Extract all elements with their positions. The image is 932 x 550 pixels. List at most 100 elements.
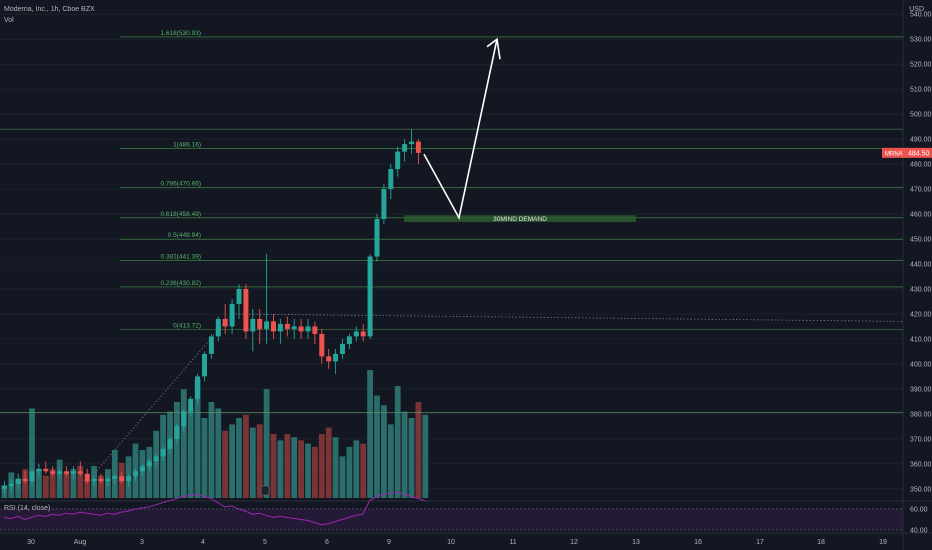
time-axis-label: 3 (140, 539, 144, 546)
volume-bar (174, 402, 180, 498)
fib-level-label: 0.786(470.66) (161, 180, 201, 187)
last-price-ticker: MRNA (885, 151, 903, 157)
volume-bar (49, 469, 56, 498)
time-axis-label: 30 (27, 539, 35, 546)
candle-body (367, 256, 373, 337)
price-tick-label: 390.00 (910, 386, 932, 393)
demand-zone-label: 30MIND DEMAND (493, 216, 547, 223)
fib-level-label: 1.618(530.93) (161, 30, 201, 37)
candle-body (360, 331, 366, 337)
candle-body (346, 336, 352, 344)
volume-bar (167, 411, 173, 498)
candle-body (8, 483, 14, 487)
volume-bar (208, 402, 215, 498)
fib-level-label: 0.5(449.94) (168, 232, 201, 239)
candle-body (139, 466, 145, 472)
candle-body (298, 326, 304, 332)
candle-body (77, 471, 83, 474)
volume-bar (312, 446, 318, 498)
price-tick-label: 510.00 (910, 87, 932, 94)
symbol-title[interactable]: Moderna, Inc., 1h, Cboe BZX (4, 6, 95, 13)
currency-label[interactable]: USD (909, 6, 924, 13)
price-tick-label: 520.00 (910, 62, 932, 69)
volume-bar (70, 469, 77, 498)
last-price-badge (882, 147, 932, 158)
time-axis-label: 19 (879, 539, 887, 546)
candle-body (326, 356, 332, 362)
volume-bar (339, 456, 346, 498)
volume-legend[interactable]: Vol (4, 17, 14, 24)
volume-bar (187, 408, 194, 498)
volume-bar (243, 414, 249, 498)
volume-bar (332, 437, 339, 498)
volume-bar (374, 395, 380, 498)
price-tick-label: 500.00 (910, 112, 932, 119)
candle-body (402, 144, 408, 152)
rsi-legend[interactable]: RSI (14, close) (4, 505, 51, 512)
price-tick-label: 360.00 (910, 461, 932, 468)
rsi-tick-label: 40.00 (910, 528, 928, 535)
price-tick-label: 410.00 (910, 336, 932, 343)
candle-body (340, 343, 345, 354)
candle-body (91, 478, 97, 482)
volume-bar (353, 440, 360, 498)
candle-body (312, 326, 318, 334)
candle-body (181, 411, 187, 427)
time-axis-label: 13 (632, 539, 640, 546)
candle-body (22, 478, 28, 482)
candle-body (188, 398, 194, 412)
candle-body (257, 318, 263, 329)
volume-bar (236, 418, 242, 498)
price-tick-label: 450.00 (910, 237, 932, 244)
forecast-arrow-path (423, 39, 498, 221)
candle-body (291, 326, 297, 329)
volume-bar (180, 389, 187, 498)
forecast-arrow-head (486, 37, 501, 60)
volume-bar (84, 478, 91, 498)
candle-body (215, 318, 221, 337)
candle-body (126, 476, 132, 482)
volume-bar (360, 443, 367, 498)
candle-body (84, 473, 90, 482)
volume-bar (394, 386, 401, 498)
volume-bar (422, 414, 429, 498)
time-axis-label: 11 (509, 539, 516, 546)
volume-bar (229, 424, 235, 498)
volume-bar (270, 434, 277, 498)
volume-bar (305, 443, 311, 498)
fib-level-label: 0(413.72) (173, 323, 201, 330)
candle-body (202, 353, 207, 377)
price-tick-label: 380.00 (910, 411, 932, 418)
candle-body (160, 448, 166, 457)
candle-body (29, 471, 35, 482)
volume-bar (146, 446, 153, 498)
fib-level-label: 0.382(441.39) (161, 254, 201, 261)
price-tick-label: 470.00 (910, 187, 932, 194)
price-tick-label: 350.00 (910, 486, 932, 493)
price-tick-label: 490.00 (910, 137, 932, 144)
volume-bar (249, 427, 256, 498)
candle-body (319, 333, 325, 357)
candle-body (133, 471, 138, 477)
volume-bar (325, 427, 332, 498)
candle-body (167, 438, 173, 449)
demand-zone (404, 215, 636, 223)
volume-bar (194, 379, 201, 498)
candle-body (395, 151, 401, 170)
candle-body (174, 426, 180, 439)
volume-bar (56, 459, 63, 498)
volume-bar (408, 418, 415, 498)
time-axis-label: Aug (74, 539, 87, 546)
volume-bar (42, 475, 49, 498)
rsi-line (3, 491, 426, 526)
volume-bar (215, 408, 222, 498)
volume-bar (415, 402, 422, 498)
candle-body (222, 318, 228, 327)
candle-body (208, 336, 214, 354)
price-tick-label: 540.00 (910, 12, 932, 19)
price-tick-label: 440.00 (910, 261, 932, 268)
candle-body (381, 189, 387, 220)
candle-body (153, 456, 159, 462)
candle-body (43, 468, 49, 472)
